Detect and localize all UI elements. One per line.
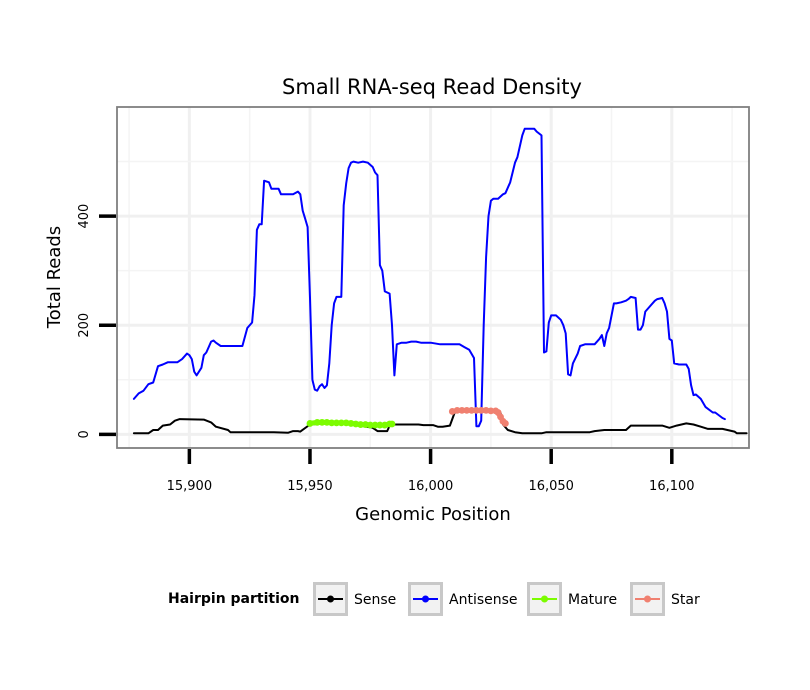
data-point-star: [453, 406, 461, 414]
x-axis-title: Genomic Position: [355, 504, 511, 525]
data-point-mature: [366, 421, 374, 429]
data-point-mature: [333, 419, 340, 427]
plot-panel-border: [116, 106, 750, 449]
data-point-mature: [318, 418, 326, 426]
y-axis-title: Total Reads: [44, 226, 65, 329]
y-axis: 0 200 400: [77, 204, 116, 439]
legend-entry-antisense: Antisense: [408, 582, 518, 616]
data-point-star: [501, 420, 509, 427]
x-axis: 15,900 15,950 16,000 16,050 16,100: [167, 449, 695, 494]
x-tick-label: 15,950: [287, 479, 333, 494]
x-tick-label: 16,050: [528, 479, 574, 494]
data-point-star: [468, 406, 475, 414]
data-point-star: [458, 406, 466, 414]
data-point-star: [487, 407, 495, 415]
grid: [117, 107, 749, 448]
y-tick-label: 200: [77, 313, 92, 338]
data-point-mature: [328, 419, 336, 427]
data-point-mature: [371, 421, 379, 429]
chart-title: Small RNA-seq Read Density: [282, 75, 582, 99]
legend-entry-star: Star: [630, 582, 700, 616]
legend-entry-mature: Mature: [527, 582, 617, 616]
x-tick-label: 16,000: [408, 479, 454, 494]
data-point-mature: [357, 421, 365, 428]
data-point-mature: [337, 419, 345, 427]
series-layer: [132, 127, 748, 435]
data-point-star: [463, 406, 471, 414]
legend-key-point: [327, 595, 334, 603]
x-tick-label: 15,900: [167, 479, 213, 494]
legend-key-point: [644, 595, 651, 603]
y-tick-label: 0: [77, 430, 92, 438]
legend-key-point: [541, 595, 548, 603]
data-point-mature: [388, 420, 396, 428]
legend-entry-sense: Sense: [313, 582, 396, 616]
legend-key-point: [422, 595, 429, 603]
legend: Hairpin partition Sense Antisense Mature St…: [168, 582, 700, 616]
data-point-mature: [306, 420, 314, 427]
series-line-sense: [132, 409, 748, 435]
legend-label: Sense: [354, 592, 396, 608]
data-point-star: [473, 406, 480, 414]
data-point-mature: [376, 421, 384, 429]
y-tick-label: 400: [77, 204, 92, 229]
data-point-star: [477, 406, 485, 414]
legend-label: Mature: [568, 592, 617, 608]
data-point-mature: [313, 418, 321, 426]
x-tick-label: 16,100: [649, 479, 695, 494]
series-line-antisense: [132, 127, 726, 428]
legend-title: Hairpin partition: [168, 591, 299, 607]
legend-label: Antisense: [449, 592, 518, 608]
legend-label: Star: [671, 592, 700, 608]
